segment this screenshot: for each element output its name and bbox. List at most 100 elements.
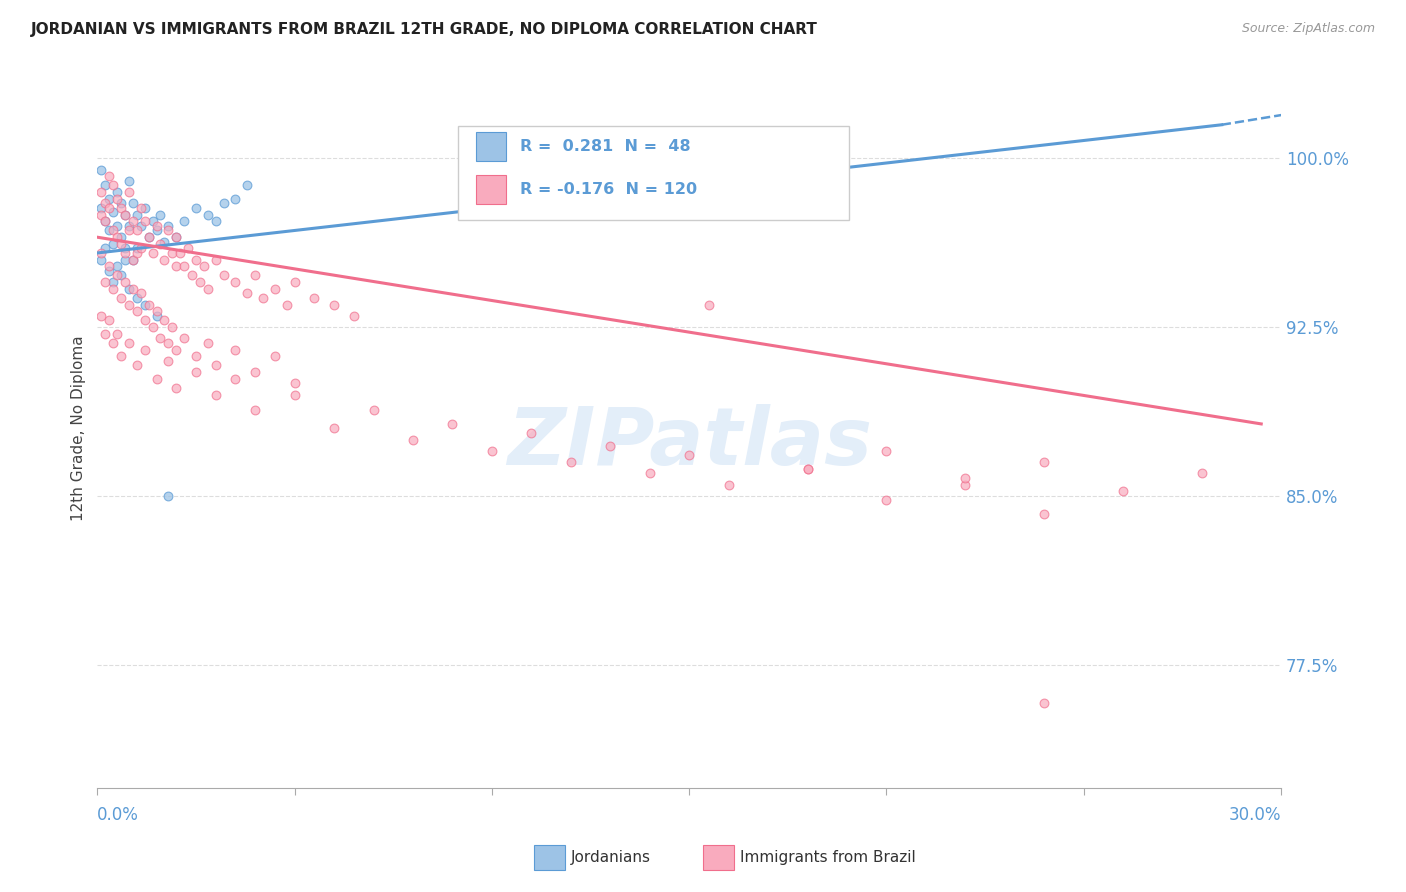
Point — [129, 201, 152, 215]
Point — [224, 192, 246, 206]
Point — [955, 477, 977, 491]
Point — [121, 196, 143, 211]
Point — [153, 252, 176, 267]
Point — [955, 471, 977, 485]
Point — [134, 313, 156, 327]
Point — [142, 246, 165, 260]
Text: R = -0.176  N = 120: R = -0.176 N = 120 — [520, 182, 697, 197]
Point — [98, 264, 121, 278]
Point — [343, 309, 366, 323]
Point — [441, 417, 464, 431]
Point — [101, 275, 124, 289]
Point — [110, 268, 132, 283]
Point — [157, 219, 180, 233]
Point — [90, 246, 112, 260]
Point — [125, 242, 148, 256]
Point — [599, 439, 621, 453]
Point — [184, 252, 207, 267]
Point — [94, 275, 117, 289]
Point — [94, 178, 117, 193]
Point — [125, 208, 148, 222]
Text: R =  0.281  N =  48: R = 0.281 N = 48 — [520, 139, 690, 153]
Text: 0.0%: 0.0% — [97, 806, 139, 824]
Point — [134, 214, 156, 228]
Point — [101, 205, 124, 219]
Point — [105, 230, 128, 244]
Point — [560, 455, 582, 469]
Text: Immigrants from Brazil: Immigrants from Brazil — [740, 850, 915, 864]
Point — [125, 291, 148, 305]
Point — [118, 335, 141, 350]
Point — [153, 235, 176, 249]
Text: Source: ZipAtlas.com: Source: ZipAtlas.com — [1241, 22, 1375, 36]
Point — [114, 208, 136, 222]
Point — [276, 298, 298, 312]
Point — [284, 387, 307, 401]
Point — [110, 196, 132, 211]
Point — [165, 230, 187, 244]
Point — [134, 298, 156, 312]
Point — [796, 462, 818, 476]
Point — [121, 252, 143, 267]
Point — [118, 282, 141, 296]
Point — [149, 208, 172, 222]
Point — [173, 331, 195, 345]
Point — [125, 359, 148, 373]
Point — [110, 291, 132, 305]
Point — [173, 260, 195, 274]
Point — [114, 242, 136, 256]
Point — [184, 365, 207, 379]
Point — [98, 260, 121, 274]
Point — [197, 208, 219, 222]
Point — [236, 286, 259, 301]
Point — [212, 268, 235, 283]
Point — [402, 433, 425, 447]
Point — [110, 350, 132, 364]
Text: JORDANIAN VS IMMIGRANTS FROM BRAZIL 12TH GRADE, NO DIPLOMA CORRELATION CHART: JORDANIAN VS IMMIGRANTS FROM BRAZIL 12TH… — [31, 22, 818, 37]
Point — [145, 223, 167, 237]
Point — [304, 291, 326, 305]
Text: 30.0%: 30.0% — [1229, 806, 1281, 824]
Point — [363, 403, 385, 417]
Point — [678, 449, 700, 463]
Point — [520, 425, 543, 440]
Point — [169, 246, 191, 260]
Bar — [477, 132, 506, 161]
Point — [110, 230, 132, 244]
FancyBboxPatch shape — [458, 126, 849, 219]
Point — [118, 219, 141, 233]
Point — [697, 298, 720, 312]
Point — [177, 242, 200, 256]
Point — [197, 282, 219, 296]
Point — [101, 335, 124, 350]
Point — [118, 223, 141, 237]
Point — [138, 298, 160, 312]
Point — [875, 493, 897, 508]
Point — [204, 252, 226, 267]
Point — [165, 260, 187, 274]
Point — [98, 223, 121, 237]
Point — [1033, 507, 1056, 521]
Point — [481, 444, 503, 458]
Point — [204, 387, 226, 401]
Point — [114, 246, 136, 260]
Point — [94, 196, 117, 211]
Point — [114, 208, 136, 222]
Point — [142, 214, 165, 228]
Text: Jordanians: Jordanians — [571, 850, 651, 864]
Point — [114, 275, 136, 289]
Y-axis label: 12th Grade, No Diploma: 12th Grade, No Diploma — [72, 335, 86, 521]
Point — [90, 186, 112, 200]
Point — [90, 309, 112, 323]
Point — [105, 186, 128, 200]
Point — [101, 178, 124, 193]
Point — [125, 304, 148, 318]
Point — [105, 260, 128, 274]
Point — [284, 275, 307, 289]
Point — [323, 421, 346, 435]
Text: ZIPatlas: ZIPatlas — [506, 404, 872, 482]
Point — [243, 268, 266, 283]
Point — [98, 169, 121, 184]
Point — [149, 237, 172, 252]
Point — [90, 208, 112, 222]
